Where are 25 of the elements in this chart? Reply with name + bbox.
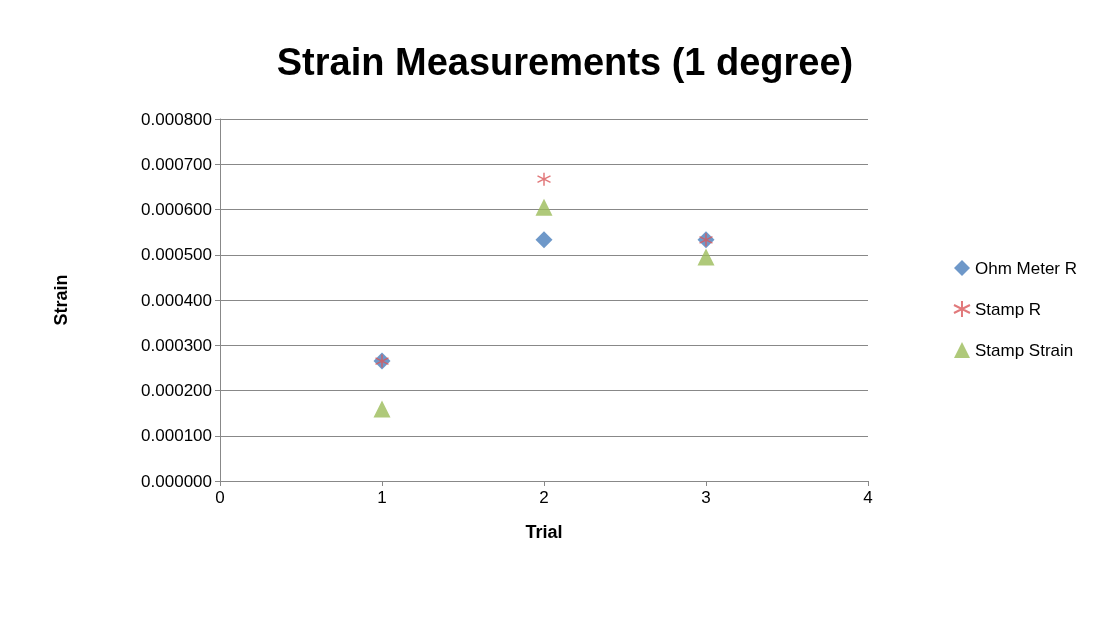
y-axis-title: Strain — [51, 274, 71, 326]
y-tick-label: 0.000500 — [141, 245, 212, 265]
y-tick-label: 0.000700 — [141, 154, 212, 174]
y-tick-label: 0.000100 — [141, 426, 212, 446]
chart-title: Strain Measurements (1 degree) — [276, 41, 854, 83]
x-axis-title: Trial — [525, 522, 563, 542]
y-tick-label: 0.000600 — [141, 200, 212, 219]
point — [536, 171, 552, 187]
y-tick-label: 0.000300 — [141, 335, 212, 355]
legend-label: Ohm Meter R — [974, 258, 1078, 278]
point — [535, 231, 553, 249]
x-tick-label: 0 — [215, 488, 225, 507]
point — [697, 248, 715, 266]
point — [373, 400, 391, 418]
legend-label: Stamp Strain — [974, 340, 1074, 360]
legend-label: Stamp R — [974, 299, 1042, 319]
x-tick-label: 3 — [701, 488, 711, 507]
y-tick-label: 0.000200 — [141, 381, 212, 400]
x-tick-label: 2 — [539, 488, 549, 507]
y-tick-label: 0.000800 — [141, 109, 212, 129]
y-tick-label: 0.000000 — [141, 471, 212, 491]
point — [535, 198, 553, 216]
x-tick-label: 4 — [863, 488, 873, 507]
x-tick-label: 1 — [377, 488, 387, 507]
y-tick-label: 0.000400 — [141, 290, 212, 310]
